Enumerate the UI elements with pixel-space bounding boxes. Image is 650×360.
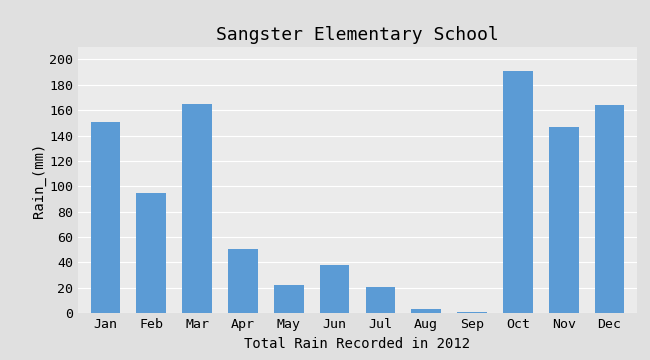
Bar [228, 248, 258, 313]
Title: Sangster Elementary School: Sangster Elementary School [216, 26, 499, 44]
Bar [320, 265, 350, 313]
Bar [457, 312, 487, 313]
Bar [549, 127, 578, 313]
Y-axis label: Rain_(mm): Rain_(mm) [32, 142, 46, 218]
Bar [503, 71, 533, 313]
X-axis label: Total Rain Recorded in 2012: Total Rain Recorded in 2012 [244, 337, 471, 351]
Bar [595, 105, 625, 313]
Bar [365, 287, 395, 313]
Bar [182, 104, 212, 313]
Bar [136, 193, 166, 313]
Bar [90, 122, 120, 313]
Bar [274, 285, 304, 313]
Bar [411, 309, 441, 313]
